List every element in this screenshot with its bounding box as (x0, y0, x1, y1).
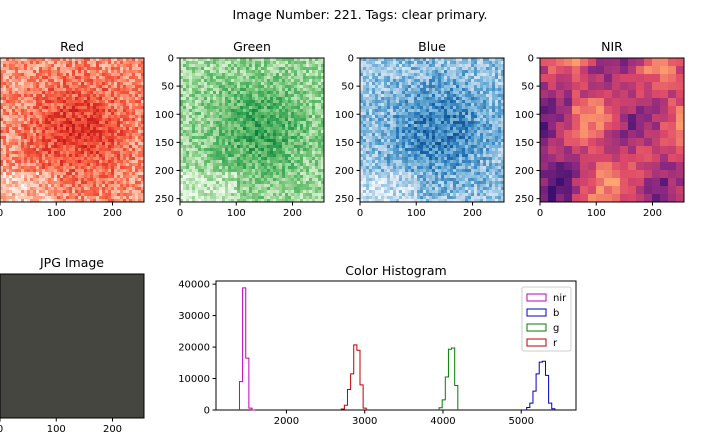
y-tick-label: 250 (515, 194, 534, 205)
panel-image (360, 58, 505, 203)
suptitle: Image Number: 221. Tags: clear primary. (233, 7, 488, 22)
hist-x-tick-label: 5000 (508, 416, 533, 427)
legend-label: b (553, 308, 559, 319)
hist-y-tick-label: 0 (204, 406, 210, 417)
x-tick-label: 0 (177, 208, 183, 219)
y-tick-label: 200 (515, 166, 534, 177)
legend-swatch (526, 308, 547, 317)
histogram-title: Color Histogram (345, 263, 446, 278)
y-tick-label: 250 (335, 194, 354, 205)
panel-title: NIR (601, 39, 623, 54)
legend-swatch (526, 293, 547, 302)
panel-red: Red 0 100 200 (0, 39, 145, 219)
legend-label: r (553, 338, 558, 349)
legend-label: g (553, 323, 559, 334)
x-tick-label: 0 (357, 208, 363, 219)
panel-image (180, 58, 325, 203)
histogram-legend: nir bgr (521, 286, 572, 352)
histogram: Color Histogram 2000 3000 4000 500001000020… (178, 263, 577, 427)
panel-title: Red (60, 39, 84, 54)
y-tick-label: 50 (521, 82, 534, 93)
y-tick-label: 200 (155, 166, 174, 177)
x-tick-label: 200 (643, 208, 662, 219)
histogram-axes (215, 280, 577, 411)
hist-y-tick-label: 40000 (178, 280, 210, 291)
hist-x-tick-label: 3000 (352, 416, 377, 427)
x-tick-label: 200 (463, 208, 482, 219)
panel-image (540, 58, 685, 203)
panel-green: Green 0 100 200 0 50 100 150 200 250 (155, 39, 325, 219)
x-tick-label: 0 (537, 208, 543, 219)
hist-y-tick-label: 10000 (178, 374, 210, 385)
panel-blue: Blue 0 100 200 0 50 100 150 200 250 (335, 39, 505, 219)
hist-y-tick-label: 30000 (178, 311, 210, 322)
panel-title: JPG Image (39, 255, 104, 270)
y-tick-label: 0 (528, 54, 534, 65)
panel-frame (359, 57, 505, 203)
y-tick-label: 0 (168, 54, 174, 65)
x-tick-label: 100 (407, 208, 426, 219)
histogram-series (238, 287, 556, 411)
legend-swatch (526, 338, 547, 347)
y-tick-label: 100 (515, 110, 534, 121)
panel-title: Blue (418, 39, 446, 54)
x-tick-label: 0 (0, 424, 3, 432)
x-tick-label: 100 (47, 424, 66, 432)
hist-y-tick-label: 20000 (178, 343, 210, 354)
hist-series-b (526, 360, 556, 410)
y-tick-label: 0 (348, 54, 354, 65)
x-tick-label: 200 (103, 208, 122, 219)
x-tick-label: 100 (587, 208, 606, 219)
panel-frame (179, 57, 325, 203)
y-tick-label: 150 (155, 138, 174, 149)
hist-x-tick-label: 2000 (274, 416, 299, 427)
panel-nir: NIR 0 100 200 0 50 100 150 200 250 (515, 39, 685, 219)
panel-jpg-image: JPG Image 0 100 200 (0, 255, 145, 432)
y-tick-label: 50 (161, 82, 174, 93)
y-tick-label: 150 (515, 138, 534, 149)
legend-box (521, 286, 572, 352)
panel-frame (539, 57, 685, 203)
y-tick-label: 200 (335, 166, 354, 177)
x-tick-label: 200 (103, 424, 122, 432)
y-tick-label: 100 (155, 110, 174, 121)
panel-frame (0, 57, 145, 203)
histogram-ticks: 2000 3000 4000 5000 0 10000 20000 30000 40000 (178, 280, 534, 427)
hist-series-nir (238, 287, 256, 411)
y-tick-label: 250 (155, 194, 174, 205)
y-tick-label: 100 (335, 110, 354, 121)
panel-frame (0, 273, 145, 419)
x-tick-label: 100 (47, 208, 66, 219)
x-tick-label: 100 (227, 208, 246, 219)
panel-image (0, 58, 145, 203)
legend-label: nir (553, 293, 567, 304)
x-tick-label: 0 (0, 208, 3, 219)
y-tick-label: 150 (335, 138, 354, 149)
image-panels: Red0100200Green0100200050100150200250Blu… (0, 39, 685, 432)
panel-title: Green (233, 39, 271, 54)
x-tick-label: 200 (283, 208, 302, 219)
hist-series-g (438, 347, 459, 410)
y-tick-label: 50 (341, 82, 354, 93)
hist-x-tick-label: 4000 (430, 416, 455, 427)
panel-image (0, 274, 144, 418)
hist-series-r (340, 344, 367, 410)
legend-swatch (526, 323, 547, 332)
